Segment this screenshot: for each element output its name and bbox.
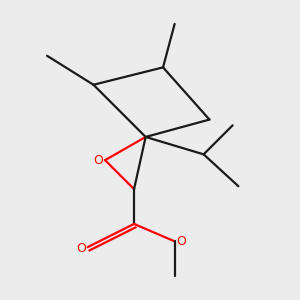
Text: O: O [94,154,103,166]
Text: O: O [176,235,186,248]
Text: O: O [76,242,86,255]
